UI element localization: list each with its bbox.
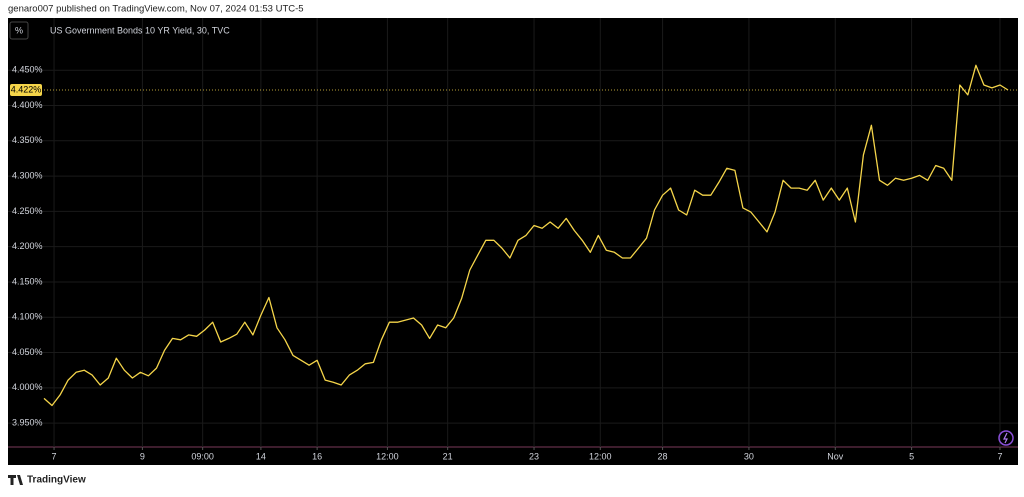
y-tick-label: 4.200% <box>12 241 43 251</box>
x-tick-label: 7 <box>52 451 57 461</box>
x-tick-label: Nov <box>827 451 844 461</box>
y-tick-label: 4.250% <box>12 206 43 216</box>
unit-button-label[interactable]: % <box>15 25 23 35</box>
flash-icon-bolt <box>1003 432 1008 444</box>
last-price-box <box>10 83 42 96</box>
footer-brand: TradingView <box>27 475 86 486</box>
legend: US Government Bonds 10 YR Yield, 30, TVC <box>50 25 230 35</box>
unit-button[interactable] <box>9 21 29 40</box>
x-tick-label: 9 <box>140 451 145 461</box>
x-tick-label: 14 <box>256 451 266 461</box>
x-tick-label: 12:00 <box>376 451 399 461</box>
y-tick-label: 4.300% <box>12 170 43 180</box>
y-tick-label: 4.450% <box>12 65 43 75</box>
x-tick-label: 09:00 <box>191 451 214 461</box>
y-tick-label: 4.150% <box>12 276 43 286</box>
y-tick-label: 4.050% <box>12 347 43 357</box>
x-tick-label: 28 <box>658 451 668 461</box>
y-tick-label: 4.000% <box>12 382 43 392</box>
price-line <box>43 64 1009 407</box>
x-tick-label: 30 <box>744 451 754 461</box>
footer-logo <box>8 475 23 485</box>
y-tick-label: 4.350% <box>12 135 43 145</box>
last-price-label: 4.422% <box>11 84 42 94</box>
x-tick-label: 16 <box>312 451 322 461</box>
x-tick-label: 21 <box>443 451 453 461</box>
y-tick-label: 4.100% <box>12 312 43 322</box>
header: genaro007 published on TradingView.com, … <box>8 4 304 15</box>
x-tick-label: 7 <box>997 451 1002 461</box>
chart-background <box>8 18 1018 465</box>
x-tick-label: 5 <box>909 451 914 461</box>
x-tick-label: 23 <box>529 451 539 461</box>
y-tick-label: 4.400% <box>12 100 43 110</box>
flash-icon[interactable] <box>998 430 1014 446</box>
y-tick-label: 3.950% <box>12 417 43 427</box>
x-tick-label: 12:00 <box>589 451 612 461</box>
